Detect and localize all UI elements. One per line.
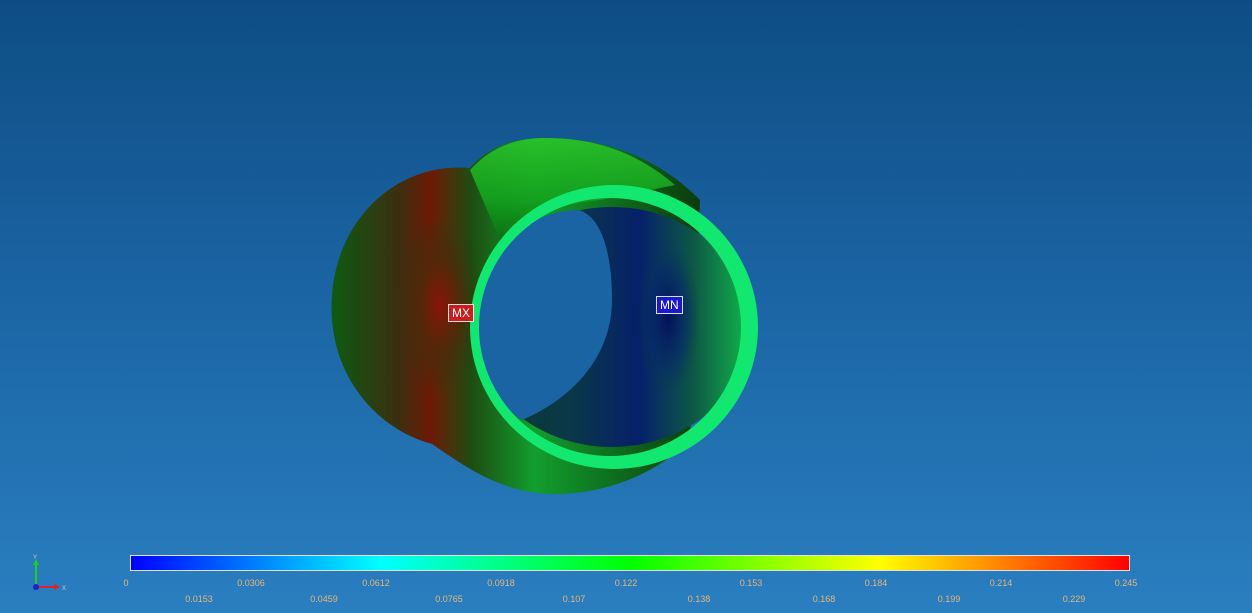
triad-x-label: X bbox=[62, 586, 66, 592]
legend-tick-label: 0.229 bbox=[1062, 594, 1086, 604]
legend-tick-label: 0.107 bbox=[562, 594, 586, 604]
legend-tick-label: 0.0612 bbox=[362, 578, 390, 588]
legend-tick-label: 0 bbox=[123, 578, 129, 588]
legend-tick-label: 0.0918 bbox=[487, 578, 515, 588]
triad-y-label: Y bbox=[33, 555, 37, 561]
legend-tick-label: 0.184 bbox=[864, 578, 888, 588]
legend-tick-label: 0.138 bbox=[687, 594, 711, 604]
legend-tick-label: 0.0153 bbox=[185, 594, 213, 604]
legend-tick-label: 0.122 bbox=[614, 578, 638, 588]
max-marker: MX bbox=[448, 304, 474, 322]
legend-tick-label: 0.245 bbox=[1114, 578, 1138, 588]
legend-tick-label: 0.0306 bbox=[237, 578, 265, 588]
legend-tick-label: 0.153 bbox=[739, 578, 763, 588]
legend-tick-label: 0.0765 bbox=[435, 594, 463, 604]
contour-color-bar bbox=[130, 555, 1130, 571]
legend-tick-label: 0.0459 bbox=[310, 594, 338, 604]
legend-tick-label: 0.214 bbox=[989, 578, 1013, 588]
legend-tick-label: 0.199 bbox=[937, 594, 961, 604]
axis-triad-icon: Y X bbox=[33, 555, 66, 592]
min-marker: MN bbox=[656, 296, 683, 314]
legend-tick-label: 0.168 bbox=[812, 594, 836, 604]
